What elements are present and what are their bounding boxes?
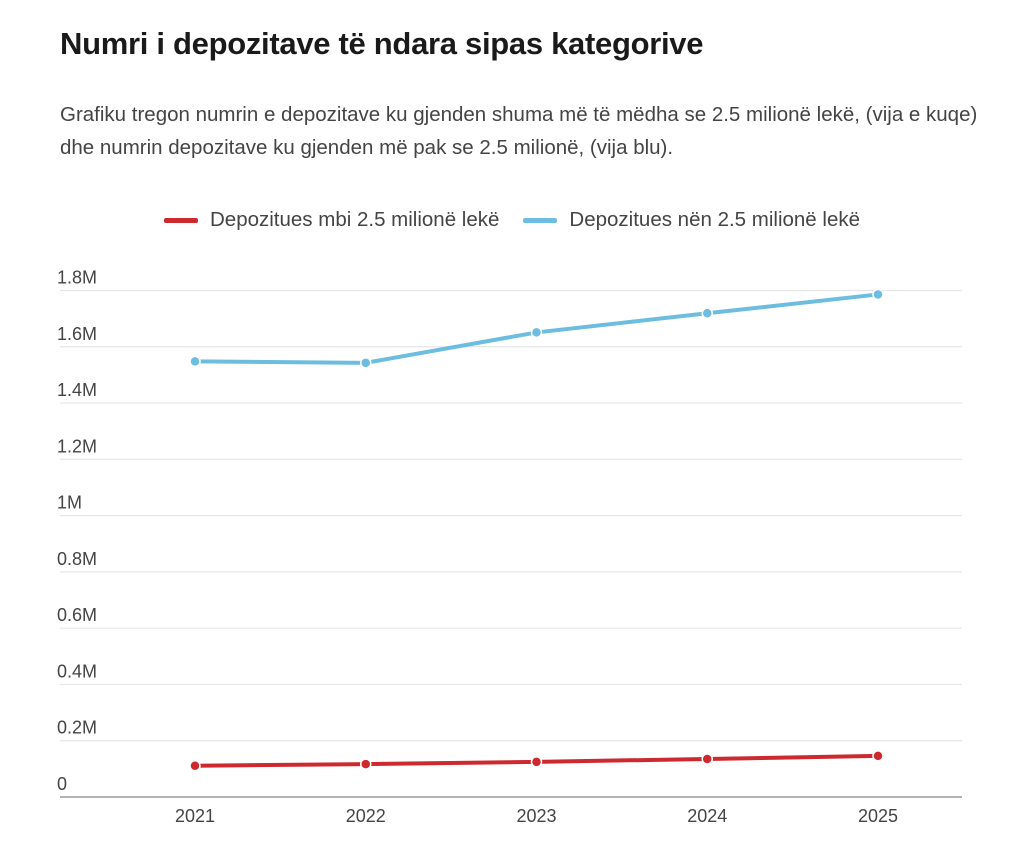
y-tick-label: 1.2M [57, 436, 97, 456]
data-point [701, 753, 713, 765]
data-point [872, 750, 884, 762]
legend-swatch-blue [523, 217, 558, 223]
data-point [872, 288, 884, 301]
data-point [530, 756, 543, 768]
x-tick-label: 2022 [346, 806, 386, 826]
y-tick-label: 1.8M [57, 268, 97, 288]
y-tick-label: 0.4M [57, 661, 97, 681]
x-tick-label: 2021 [175, 806, 215, 826]
legend-item-above: Depozitues mbi 2.5 milionë lekë [163, 208, 500, 232]
legend-swatch-red [163, 217, 198, 223]
y-tick-label: 0.8M [57, 549, 97, 569]
data-point [701, 307, 713, 320]
data-point [360, 758, 372, 770]
data-point [530, 326, 543, 339]
y-tick-label: 1M [57, 493, 82, 513]
data-point [360, 357, 372, 369]
chart-subtitle: Grafiku tregon numrin e depozitave ku gj… [60, 103, 978, 159]
legend-label: Depozitues nën 2.5 milionë lekë [569, 208, 861, 231]
y-tick-label: 0.6M [57, 605, 97, 625]
legend-item-below: Depozitues nën 2.5 milionë lekë [523, 208, 860, 232]
legend-label: Depozitues mbi 2.5 milionë lekë [209, 208, 500, 231]
x-tick-label: 2025 [858, 806, 898, 826]
legend: Depozitues mbi 2.5 milionë lekë Depozitu… [0, 208, 1024, 232]
y-tick-label: 1.6M [57, 324, 97, 344]
chart-title: Numri i depozitave të ndara sipas katego… [60, 26, 704, 61]
y-tick-label: 0.2M [57, 718, 97, 738]
y-tick-label: 0 [57, 774, 67, 794]
x-tick-label: 2024 [687, 806, 727, 826]
x-tick-label: 2023 [516, 806, 556, 826]
data-point [189, 760, 201, 772]
data-point [189, 355, 201, 368]
y-tick-label: 1.4M [57, 380, 97, 400]
